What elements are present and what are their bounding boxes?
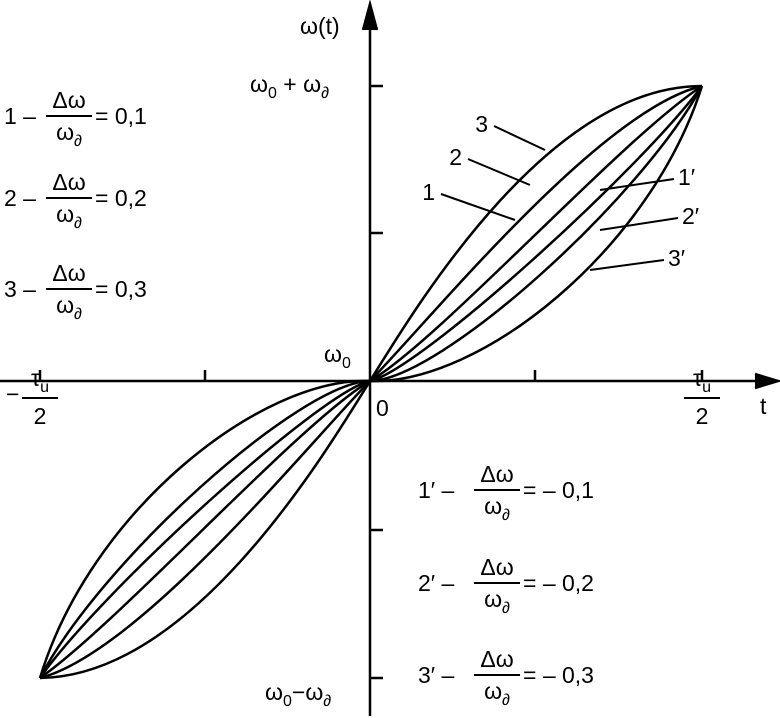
legend-num: Δω [480, 554, 513, 580]
curve-label: 2 [449, 144, 462, 170]
legend-num: Δω [52, 260, 85, 286]
legend-den: ω∂ [56, 292, 82, 323]
text-part: + [277, 71, 303, 97]
x-max-num: τu [693, 365, 711, 396]
legend-den: ω∂ [56, 201, 82, 232]
x-arrow [754, 372, 780, 390]
text-part: ω [484, 493, 502, 519]
origin-label: 0 [376, 395, 389, 421]
subscript: ∂ [74, 133, 82, 150]
subscript: ∂ [323, 693, 331, 710]
curve-label: 2′ [682, 203, 699, 229]
text-part: − [292, 679, 305, 705]
subscript: ∂ [502, 600, 510, 617]
leader-line [599, 178, 675, 191]
subscript: 0 [342, 355, 351, 372]
legend-value: = 0,1 [95, 103, 147, 129]
subscript: 0 [268, 85, 277, 102]
curve-label: 1′ [678, 164, 695, 190]
text-part: τ [31, 365, 40, 391]
subscript: ∂ [502, 692, 510, 709]
x-min-den: 2 [34, 403, 47, 429]
leader-line [440, 193, 516, 221]
legend-value: = 0,2 [95, 185, 147, 211]
subscript: ∂ [502, 507, 510, 524]
x-axis-label: t [760, 393, 767, 419]
text-part: ω [56, 119, 74, 145]
subscript: ∂ [74, 306, 82, 323]
y-max-label: ω0 + ω∂ [250, 71, 329, 102]
subscript: u [40, 379, 49, 396]
legend-label: 2 – [4, 185, 36, 211]
subscript: ∂ [321, 85, 329, 102]
legend-label: 1′ – [418, 477, 454, 503]
x-min-sign: − [6, 381, 19, 407]
subscript: ∂ [74, 215, 82, 232]
legend-num: Δω [52, 169, 85, 195]
x-min-num: τu [31, 365, 49, 396]
y-min-label: ω0−ω∂ [265, 679, 331, 710]
subscript: u [702, 379, 711, 396]
x-max-den: 2 [696, 403, 709, 429]
curves [38, 84, 704, 680]
legend-den: ω∂ [484, 493, 510, 524]
leader-line [589, 259, 665, 271]
curve-label: 3′ [668, 245, 685, 271]
legend-value: = – 0,3 [523, 662, 594, 688]
legend-den: ω∂ [56, 119, 82, 150]
legend-num: Δω [480, 461, 513, 487]
text-part: ω [250, 71, 268, 97]
curve-label: 1 [422, 179, 435, 205]
text-part: ω [265, 679, 283, 705]
curve-label: 3 [475, 111, 488, 137]
legend-label: 1 – [4, 103, 36, 129]
subscript: 0 [283, 693, 292, 710]
y-mid-label: ω0 [324, 341, 351, 372]
text-part: ω [56, 292, 74, 318]
legend-value: = – 0,1 [523, 477, 594, 503]
y-arrow [361, 0, 379, 31]
legend-num: Δω [52, 87, 85, 113]
curve [38, 85, 704, 679]
legend-label: 3 – [4, 276, 36, 302]
text-part: ω [324, 341, 342, 367]
legend-den: ω∂ [484, 678, 510, 709]
legend-value: = – 0,2 [523, 570, 594, 596]
text-part: ω [484, 678, 502, 704]
legend-value: = 0,3 [95, 276, 147, 302]
text-part: ω [484, 586, 502, 612]
legend-den: ω∂ [484, 586, 510, 617]
text-part: τ [693, 365, 702, 391]
text-part: ω [305, 679, 323, 705]
legend-num: Δω [480, 646, 513, 672]
leader-line [467, 158, 531, 186]
leader-line [493, 125, 546, 151]
y-axis-label: ω(t) [300, 13, 340, 39]
leader-line [599, 217, 679, 231]
text-part: ω [303, 71, 321, 97]
legend-label: 2′ – [418, 570, 454, 596]
legend-label: 3′ – [418, 662, 454, 688]
text-part: ω [56, 201, 74, 227]
